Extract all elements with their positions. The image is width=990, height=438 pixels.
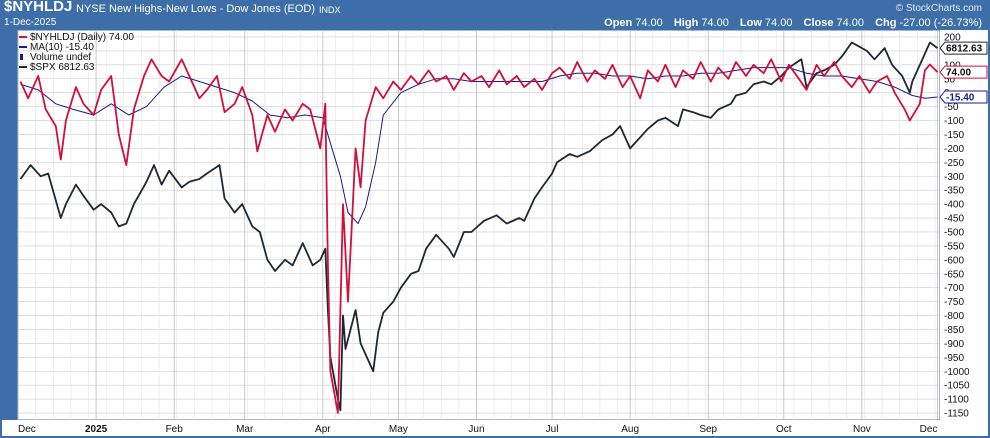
- y-tick-label: -300: [944, 172, 964, 183]
- y-tick-label: -350: [944, 186, 964, 197]
- y-tick-label: -200: [944, 144, 964, 155]
- y-tick-label: -750: [944, 297, 964, 308]
- legend-label: Volume undef: [30, 52, 91, 63]
- x-tick-label: May: [389, 424, 408, 435]
- x-tick-label: Mar: [236, 424, 254, 435]
- ma-value-tag: -15.40: [946, 92, 975, 103]
- y-tick-label: -900: [944, 339, 964, 350]
- y-tick-label: -1050: [944, 381, 970, 392]
- high-value: 74.00: [701, 17, 729, 29]
- close-value: 74.00: [836, 17, 864, 29]
- close-label: Close: [803, 17, 834, 29]
- y-tick-label: -1100: [944, 395, 969, 406]
- legend-label: $SPX 6812.63: [30, 62, 95, 73]
- x-tick-label: Feb: [166, 424, 184, 435]
- series-line-1: [20, 67, 938, 225]
- spx-value-tag: 6812.63: [946, 44, 983, 55]
- y-tick-label: -450: [944, 214, 964, 225]
- x-tick-label: Sep: [699, 424, 717, 435]
- y-tick-label: -550: [944, 241, 964, 252]
- y-tick-label: -700: [944, 283, 964, 294]
- chg-label: Chg: [875, 17, 897, 29]
- high-label: High: [673, 17, 699, 29]
- y-tick-label: -650: [944, 269, 964, 280]
- y-tick-label: -250: [944, 158, 964, 169]
- x-tick-label: Oct: [776, 424, 792, 435]
- y-tick-label: -1150: [944, 409, 969, 420]
- y-tick-label: -500: [944, 227, 964, 238]
- x-tick-label: Jun: [468, 424, 484, 435]
- stockcharts-credit: © StockCharts.com: [895, 3, 982, 14]
- spx-value-tag-box: [939, 41, 988, 55]
- x-tick-label: Apr: [315, 424, 331, 435]
- x-tick-label: 2025: [85, 424, 108, 435]
- nyhldj-value-tag-box: [939, 65, 988, 79]
- series-line-0: [19, 58, 939, 414]
- open-label: Open: [604, 17, 633, 29]
- x-tick-label: Nov: [853, 424, 871, 435]
- y-tick-label: -150: [944, 130, 964, 141]
- chart-description: NYSE New Highs-New Lows - Dow Jones (EOD…: [76, 3, 316, 15]
- low-value: 74.00: [764, 17, 793, 29]
- ohlc-readout: Open 74.00 High 74.00 Low 74.00 Close 74.00 …: [596, 16, 982, 30]
- legend-label: $NYHLDJ (Daily) 74.00: [30, 32, 134, 43]
- series-layer: [19, 41, 939, 414]
- y-tick-label: 50: [944, 74, 956, 85]
- x-tick-label: Dec: [920, 424, 938, 435]
- x-tick-label: Jul: [546, 424, 559, 435]
- chg-value: -27.00 (-26.73%): [899, 17, 982, 29]
- low-label: Low: [739, 17, 762, 29]
- y-tick-label: -950: [944, 353, 964, 364]
- y-tick-label: -1000: [944, 367, 970, 378]
- legend-swatch: [20, 54, 23, 60]
- gridlines: [17, 30, 940, 420]
- symbol-title: $NYHLDJ: [4, 0, 73, 15]
- y-tick-label: -100: [944, 116, 964, 127]
- value-tags: 6812.63 74.00 -15.40: [939, 41, 988, 104]
- y-tick-label: -800: [944, 311, 964, 322]
- open-value: 74.00: [635, 17, 663, 29]
- y-tick-label: 200: [944, 32, 961, 43]
- x-tick-labels: Dec 2025 Feb Mar Apr May Jun Jul Aug Sep Oct Nov Dec: [18, 424, 937, 435]
- x-axis-panel: [2, 420, 988, 436]
- y-tick-label: -400: [944, 200, 964, 211]
- exchange-label: INDX: [319, 5, 341, 15]
- y-tick-label: -850: [944, 325, 964, 336]
- nyhldj-value-tag: 74.00: [946, 68, 971, 79]
- chart-date: 1-Dec-2025: [4, 17, 57, 28]
- ma-value-tag-box: [939, 90, 988, 104]
- y-tick-label: -50: [944, 102, 959, 113]
- x-tick-label: Aug: [621, 424, 639, 435]
- legend-label: MA(10) -15.40: [30, 42, 94, 53]
- y-tick-label: -600: [944, 255, 964, 266]
- x-tick-label: Dec: [18, 424, 36, 435]
